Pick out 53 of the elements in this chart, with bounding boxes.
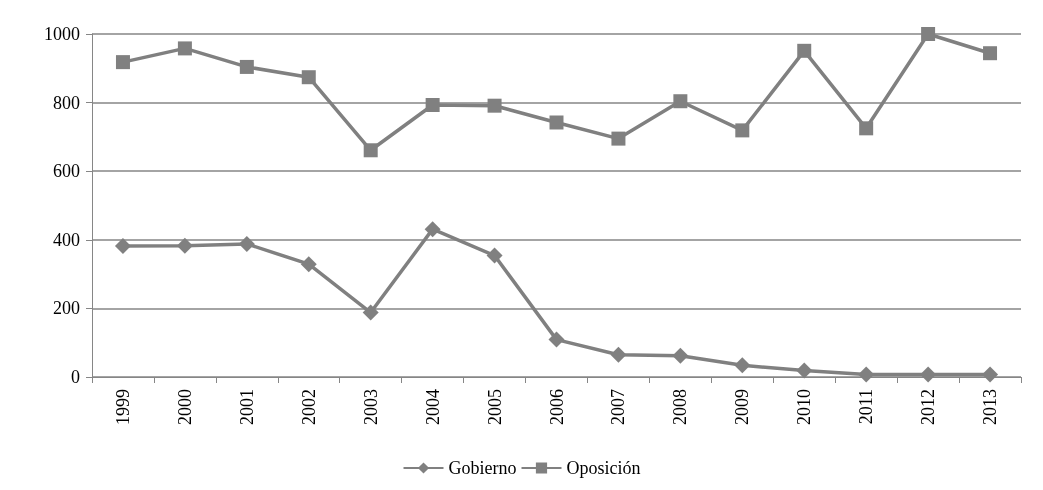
- y-tick-label: 200: [53, 298, 80, 319]
- point: [114, 237, 131, 254]
- legend-label: Oposición: [566, 458, 641, 478]
- point: [734, 357, 751, 374]
- x-tick-label: 2011: [856, 389, 877, 425]
- point: [611, 131, 626, 146]
- point: [301, 70, 316, 85]
- y-tick-label: 800: [53, 92, 80, 113]
- x-tick-label: 2002: [298, 389, 319, 425]
- point: [610, 346, 627, 363]
- point: [549, 115, 564, 130]
- x-tick-label: 2010: [794, 389, 815, 425]
- point: [363, 143, 378, 158]
- x-tick-label: 2005: [484, 389, 505, 425]
- point: [735, 123, 750, 138]
- x-tick-label: 2012: [918, 389, 939, 425]
- point: [486, 247, 503, 264]
- point: [796, 362, 813, 379]
- point: [115, 55, 130, 70]
- point: [300, 256, 317, 273]
- point: [425, 98, 440, 112]
- point: [920, 366, 937, 383]
- x-tick-label: 2007: [608, 389, 629, 425]
- x-tick-label: 2003: [360, 389, 381, 425]
- x-tick-label: 2006: [546, 389, 567, 425]
- point: [424, 221, 441, 238]
- x-tick-label: 2013: [980, 389, 1001, 425]
- point: [673, 94, 688, 109]
- point: [548, 331, 565, 348]
- point: [362, 304, 379, 321]
- point: [239, 59, 254, 74]
- x-tick-label: 2009: [732, 389, 753, 425]
- point: [487, 98, 502, 113]
- point: [176, 237, 193, 254]
- y-tick-label: 400: [53, 229, 80, 250]
- y-tick-label: 600: [53, 161, 80, 182]
- point: [797, 43, 812, 58]
- point: [983, 46, 998, 61]
- x-tick-label: 2001: [236, 389, 257, 425]
- x-tick-label: 1999: [112, 389, 133, 425]
- point: [982, 366, 999, 383]
- legend-label: Gobierno: [448, 458, 517, 478]
- x-tick-label: 2000: [174, 389, 195, 425]
- point: [238, 235, 255, 252]
- y-tick-label: 0: [71, 367, 80, 387]
- y-tick-label: 1000: [44, 24, 80, 44]
- point: [177, 41, 192, 56]
- x-tick-label: 2004: [422, 389, 443, 425]
- point: [859, 121, 874, 136]
- point: [672, 347, 689, 364]
- point: [921, 27, 936, 41]
- x-tick-label: 2008: [670, 389, 691, 425]
- point: [858, 366, 875, 383]
